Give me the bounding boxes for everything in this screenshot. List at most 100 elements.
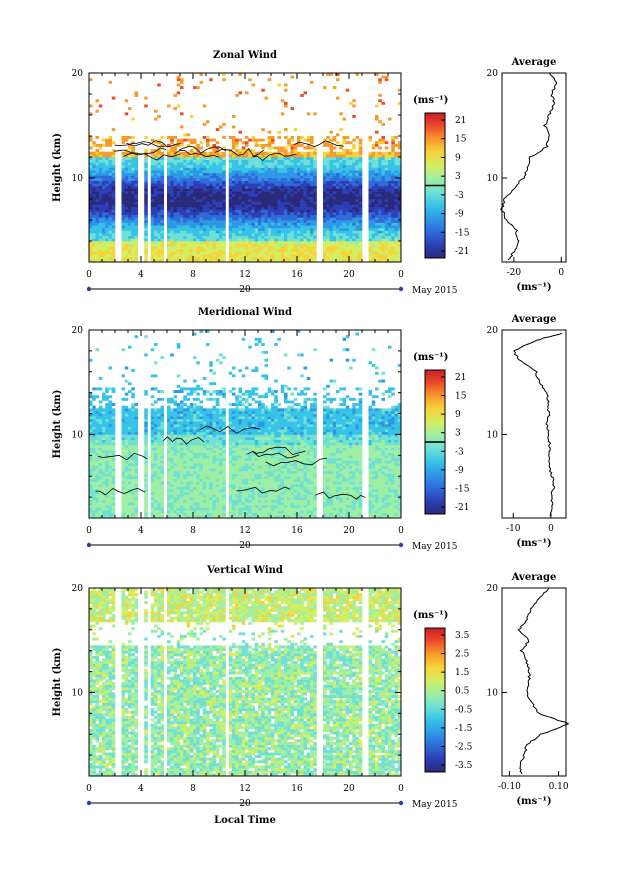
heatmap-cell (329, 251, 334, 255)
heatmap-cell (313, 188, 317, 192)
heatmap-cell (108, 504, 113, 508)
heatmap-cell (313, 251, 317, 255)
heatmap-cell (157, 465, 161, 469)
heatmap-cell (228, 180, 233, 184)
heatmap-cell (219, 217, 223, 221)
heatmap-cell (121, 499, 126, 503)
heatmap-cell (121, 225, 126, 229)
heatmap-cell (98, 170, 103, 174)
heatmap-cell (277, 217, 282, 221)
heatmap-cell (154, 230, 158, 234)
heatmap-cell (297, 259, 301, 263)
heatmap-cell (329, 157, 334, 160)
heatmap-cell (209, 185, 213, 189)
heatmap-cell (144, 450, 148, 454)
heatmap-cell (378, 246, 382, 250)
heatmap-cell (98, 486, 103, 490)
heatmap-cell (339, 230, 343, 234)
heatmap-cell (388, 230, 392, 234)
heatmap-cell (160, 494, 165, 498)
heatmap-cell (381, 172, 386, 176)
heatmap-cell (170, 426, 174, 430)
heatmap-cell (375, 222, 379, 226)
heatmap-cell (128, 241, 132, 244)
heatmap-cell (111, 212, 116, 216)
heatmap-cell (290, 248, 295, 252)
heatmap-cell (277, 256, 282, 260)
heatmap-cell (108, 408, 113, 412)
heatmap-cell (368, 241, 373, 244)
heatmap-cell (290, 238, 295, 242)
heatmap-cell (241, 227, 246, 231)
heatmap-cell (323, 259, 327, 263)
heatmap-cell (108, 494, 113, 498)
heatmap-cell (355, 246, 360, 250)
heatmap-cell (150, 235, 155, 239)
heatmap-cell (121, 196, 126, 200)
heatmap-cell (111, 502, 116, 506)
heatmap-cell (95, 241, 100, 244)
heatmap-cell (267, 256, 272, 260)
heatmap-cell (128, 424, 132, 427)
heatmap-cell (206, 241, 210, 244)
heatmap-cell (284, 172, 288, 176)
heatmap-cell (251, 193, 256, 197)
heatmap-cell (154, 515, 158, 519)
heatmap-cell (108, 499, 113, 503)
heatmap-cell (98, 254, 103, 258)
heatmap-cell (300, 143, 304, 147)
heatmap-cell (258, 180, 262, 184)
heatmap-cell (167, 136, 171, 139)
heatmap-cell (219, 256, 223, 260)
heatmap-cell (102, 193, 106, 197)
heatmap-cell (258, 259, 262, 263)
heatmap-cell (160, 254, 165, 258)
heatmap-cell (336, 154, 340, 158)
heatmap-cell (131, 450, 135, 454)
heatmap-cell (102, 170, 106, 174)
heatmap-cell (111, 471, 116, 474)
heatmap-cell (271, 235, 275, 239)
heatmap-cell (293, 251, 298, 255)
heatmap-cell (105, 444, 109, 448)
heatmap-cell (352, 246, 356, 250)
heatmap-cell (306, 178, 311, 181)
heatmap-cell (98, 507, 103, 511)
heatmap-cell (95, 434, 100, 438)
heatmap-cell (167, 104, 171, 108)
heatmap-cell (124, 442, 129, 446)
heatmap-cell (219, 254, 223, 258)
heatmap-cell (95, 465, 100, 469)
heatmap-cell (108, 468, 113, 472)
heatmap-cell (258, 196, 262, 200)
heatmap-cell (121, 220, 126, 223)
heatmap-cell (209, 222, 213, 226)
heatmap-cell (89, 233, 93, 237)
heatmap-cell (358, 256, 363, 260)
heatmap-cell (287, 175, 291, 179)
heatmap-cell (235, 149, 239, 153)
heatmap-cell (349, 235, 353, 239)
heatmap-cell (300, 172, 304, 176)
heatmap-cell (199, 222, 204, 226)
heatmap-cell (108, 460, 113, 464)
heatmap-cell (336, 246, 340, 250)
heatmap-cell (349, 241, 353, 244)
heatmap-cell (131, 468, 135, 472)
heatmap-cell (206, 256, 210, 260)
heatmap-cell (241, 217, 246, 221)
heatmap-cell (105, 243, 109, 247)
heatmap-cell (258, 251, 262, 255)
heatmap-cell (170, 136, 174, 139)
heatmap-cell (342, 199, 347, 202)
heatmap-cell (124, 138, 129, 142)
heatmap-cell (391, 175, 395, 179)
heatmap-cell (154, 457, 158, 461)
heatmap-cell (124, 405, 129, 409)
heatmap-cell (241, 212, 246, 216)
heatmap-cell (128, 476, 132, 480)
heatmap-cell (215, 259, 220, 263)
heatmap-cell (391, 204, 395, 208)
heatmap-cell (95, 431, 100, 435)
